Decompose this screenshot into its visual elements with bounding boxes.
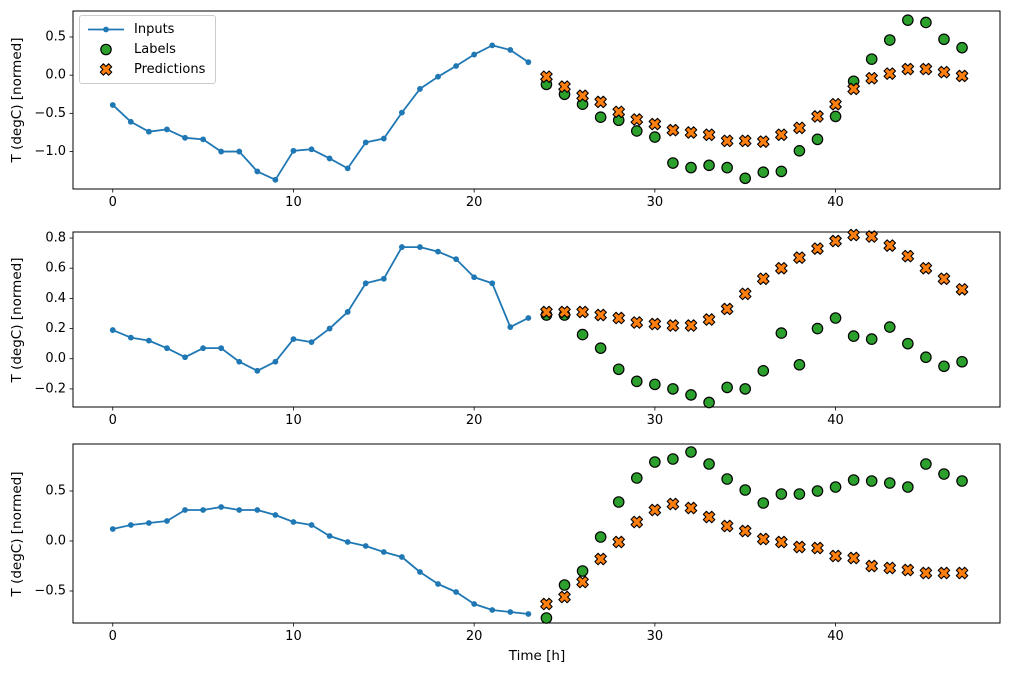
x-tick-label: 0 (109, 413, 117, 428)
circle-marker-icon (100, 43, 112, 56)
x-tick-label: 30 (647, 413, 664, 428)
x-tick-label: 0 (109, 195, 117, 210)
x-axis-label: Time [h] (508, 648, 566, 664)
x-tick-label: 40 (827, 413, 844, 428)
legend-label-predictions: Predictions (134, 62, 206, 77)
x-tick-label: 40 (827, 195, 844, 210)
labels-series (540, 14, 968, 185)
subplot-middle: 0 10 20 30 40 0.8 0.6 0.4 0.2 0.0 −0.2 (34, 228, 1001, 428)
labels-series (540, 309, 968, 409)
y-axis-ticks: 0.8 0.6 0.4 0.2 0.0 −0.2 (34, 231, 73, 396)
y-tick-label: 0.4 (45, 291, 66, 306)
y-tick-label: 0.0 (45, 534, 66, 549)
axes-frame (72, 10, 1001, 190)
legend-label-labels: Labels (134, 42, 176, 57)
labels-series (540, 446, 968, 624)
y-tick-label: 0.6 (45, 261, 66, 276)
x-tick-label: 20 (466, 413, 483, 428)
y-tick-label: −1.0 (34, 144, 66, 159)
line-dot-icon (88, 26, 124, 33)
predictions-series (540, 62, 969, 148)
y-axis-ticks: 0.5 0.0 −0.5 −1.0 (34, 29, 73, 159)
y-tick-label: 0.0 (45, 351, 66, 366)
x-tick-label: 30 (647, 629, 664, 644)
x-tick-label: 10 (285, 413, 302, 428)
legend-label-inputs: Inputs (134, 22, 175, 37)
x-tick-label: 20 (466, 629, 483, 644)
legend-item-inputs: Inputs (87, 21, 205, 38)
x-marker-icon (99, 63, 113, 76)
inputs-series (109, 42, 532, 183)
x-axis-ticks: 0 10 20 30 40 (109, 189, 844, 210)
y-tick-label: 0.8 (45, 231, 66, 246)
y-axis-label-bottom: T (degC) [normed] (9, 471, 25, 597)
inputs-series (109, 244, 532, 374)
x-tick-label: 20 (466, 195, 483, 210)
legend-item-labels: Labels (87, 41, 205, 58)
axes-frame (72, 443, 1001, 624)
x-tick-label: 30 (647, 195, 664, 210)
x-tick-label: 0 (109, 629, 117, 644)
y-axis-ticks: 0.5 0.0 −0.5 (34, 484, 73, 599)
y-tick-label: 0.2 (45, 321, 66, 336)
y-axis-label-top: T (degC) [normed] (9, 37, 25, 163)
x-axis-ticks: 0 10 20 30 40 (109, 407, 844, 428)
y-tick-label: 0.5 (45, 484, 66, 499)
predictions-series (540, 228, 969, 332)
y-tick-label: 0.0 (45, 68, 66, 83)
inputs-series (109, 504, 532, 617)
y-tick-label: −0.5 (34, 106, 66, 121)
x-tick-label: 10 (285, 195, 302, 210)
subplot-top: 0 10 20 30 40 0.5 0.0 −0.5 −1.0 (34, 10, 1001, 210)
x-tick-label: 10 (285, 629, 302, 644)
legend: Inputs Labels Predictions (79, 15, 217, 84)
x-tick-label: 40 (827, 629, 844, 644)
subplot-bottom: 0 10 20 30 40 0.5 0.0 −0.5 (34, 443, 1001, 644)
y-axis-label-middle: T (degC) [normed] (9, 257, 25, 383)
y-tick-label: 0.5 (45, 29, 66, 44)
predictions-series (540, 497, 969, 611)
y-tick-label: −0.5 (34, 584, 66, 599)
legend-item-predictions: Predictions (87, 61, 205, 78)
x-axis-ticks: 0 10 20 30 40 (109, 623, 844, 644)
y-tick-label: −0.2 (34, 381, 66, 396)
axes-frame (72, 231, 1001, 408)
